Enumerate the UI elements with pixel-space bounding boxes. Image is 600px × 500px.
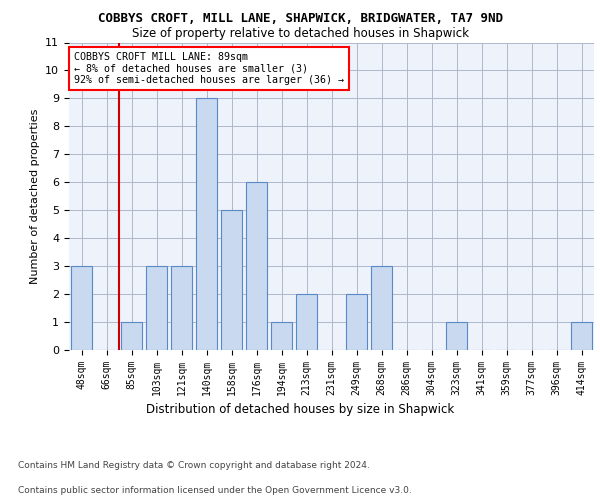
Text: COBBYS CROFT MILL LANE: 89sqm
← 8% of detached houses are smaller (3)
92% of sem: COBBYS CROFT MILL LANE: 89sqm ← 8% of de…: [74, 52, 344, 85]
Bar: [196, 98, 217, 350]
Bar: [296, 294, 317, 350]
Bar: [121, 322, 142, 350]
Text: Size of property relative to detached houses in Shapwick: Size of property relative to detached ho…: [131, 28, 469, 40]
Text: Contains public sector information licensed under the Open Government Licence v3: Contains public sector information licen…: [18, 486, 412, 495]
Text: Distribution of detached houses by size in Shapwick: Distribution of detached houses by size …: [146, 402, 454, 415]
Text: Contains HM Land Registry data © Crown copyright and database right 2024.: Contains HM Land Registry data © Crown c…: [18, 461, 370, 470]
Bar: [371, 266, 392, 350]
Y-axis label: Number of detached properties: Number of detached properties: [30, 108, 40, 284]
Bar: [171, 266, 192, 350]
Bar: [146, 266, 167, 350]
Bar: [446, 322, 467, 350]
Bar: [271, 322, 292, 350]
Text: COBBYS CROFT, MILL LANE, SHAPWICK, BRIDGWATER, TA7 9ND: COBBYS CROFT, MILL LANE, SHAPWICK, BRIDG…: [97, 12, 503, 26]
Bar: [346, 294, 367, 350]
Bar: [246, 182, 267, 350]
Bar: [571, 322, 592, 350]
Bar: [71, 266, 92, 350]
Bar: [221, 210, 242, 350]
